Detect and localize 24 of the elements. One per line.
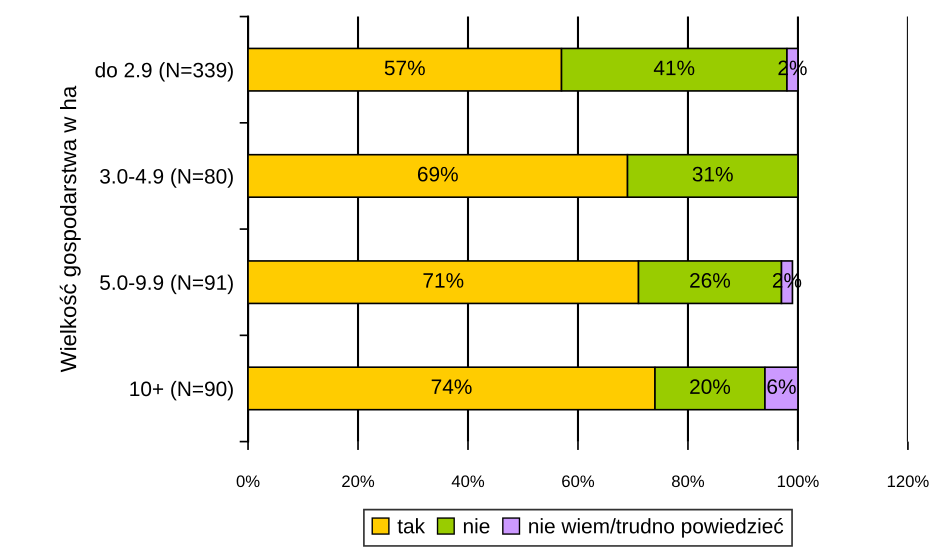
x-tick-label: 80% bbox=[672, 475, 704, 488]
data-label: 69% bbox=[418, 166, 458, 182]
data-label: 26% bbox=[690, 273, 730, 288]
data-label: 31% bbox=[692, 166, 733, 182]
data-label: 71% bbox=[423, 273, 464, 288]
data-label: 6% bbox=[767, 379, 796, 394]
x-tick-label: 0% bbox=[236, 475, 260, 488]
x-tick-label: 60% bbox=[562, 475, 594, 488]
x-tick-label: 20% bbox=[342, 475, 374, 488]
data-label: 74% bbox=[432, 379, 472, 394]
legend-label: tak bbox=[398, 518, 426, 534]
y-axis-title: Wielkość gospodarstwa w ha bbox=[60, 86, 81, 372]
x-tick-label: 120% bbox=[888, 475, 929, 488]
legend-label: nie wiem/trudno powiedzieć bbox=[529, 518, 784, 538]
data-label: 57% bbox=[384, 60, 425, 76]
data-label: 20% bbox=[690, 379, 730, 394]
y-tick-label: do 2.9 (N=339) bbox=[95, 62, 233, 82]
data-label: 41% bbox=[654, 60, 694, 76]
y-tick-label: 5.0-9.9 (N=91) bbox=[100, 274, 233, 294]
y-tick-label: 3.0-4.9 (N=80) bbox=[100, 168, 233, 188]
y-tick-label: 10+ (N=90) bbox=[130, 380, 233, 400]
x-tick-label: 100% bbox=[778, 475, 819, 488]
x-tick-label: 40% bbox=[452, 475, 484, 488]
legend-label: nie bbox=[464, 518, 490, 534]
